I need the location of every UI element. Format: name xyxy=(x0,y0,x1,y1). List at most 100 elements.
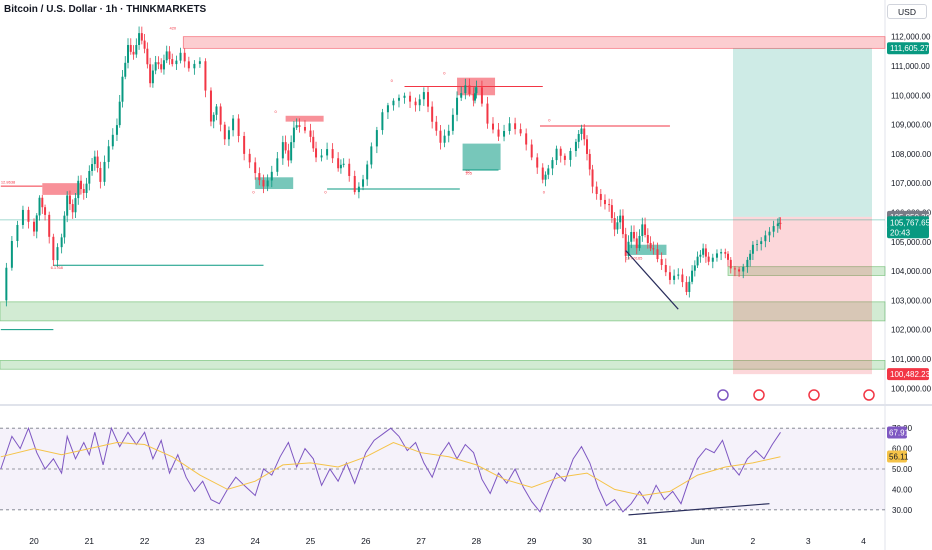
chart-title: Bitcoin / U.S. Dollar · 1h · THINKMARKET… xyxy=(4,4,207,15)
candle-body xyxy=(135,44,138,55)
x-tick-label: 22 xyxy=(140,536,150,546)
candle-body xyxy=(151,70,154,84)
candle-body xyxy=(63,215,66,238)
y-tick-label: 112,000.00 xyxy=(891,33,931,42)
x-tick-label: 28 xyxy=(472,536,482,546)
candle-body xyxy=(212,114,215,122)
candle-body xyxy=(644,224,647,235)
candle-body xyxy=(779,222,782,224)
candle-body xyxy=(337,158,340,169)
candle-body xyxy=(641,224,644,236)
candle-body xyxy=(630,231,633,242)
candle-body xyxy=(204,61,207,91)
candle-body xyxy=(583,128,586,140)
candle-body xyxy=(193,63,196,69)
candle-body xyxy=(348,163,351,176)
candle-body xyxy=(595,186,598,194)
candle-body xyxy=(80,180,83,190)
candle-body xyxy=(362,179,365,187)
candle-body xyxy=(295,125,298,128)
candle-body xyxy=(115,125,118,135)
candle-body xyxy=(486,103,489,124)
x-tick-label: 27 xyxy=(416,536,426,546)
candle-body xyxy=(215,106,218,115)
price-label-text: 20:43 xyxy=(890,228,911,237)
rsi-series-line xyxy=(0,441,781,497)
price-label-bg xyxy=(887,226,929,239)
candle-body xyxy=(138,33,141,45)
candle-body xyxy=(547,168,550,175)
candle-body xyxy=(711,257,714,262)
rsi-value-bg xyxy=(887,426,907,439)
candle-body xyxy=(541,167,544,180)
position-stop-area xyxy=(733,216,872,375)
candle-body xyxy=(749,253,752,260)
candle-body xyxy=(183,52,186,62)
candle-body xyxy=(559,148,562,156)
candle-body xyxy=(303,127,306,131)
candle-body xyxy=(270,171,273,181)
candle-body xyxy=(677,274,680,276)
candle-body xyxy=(660,259,663,266)
small-label: 0 xyxy=(252,189,255,194)
x-tick-label: 3 xyxy=(806,536,811,546)
candle-body xyxy=(551,160,554,169)
candle-body xyxy=(776,223,779,227)
small-label: 0 xyxy=(548,118,551,123)
small-label: 107.0165 xyxy=(626,255,643,260)
candle-body xyxy=(107,146,110,162)
candle-body xyxy=(768,231,771,236)
candle-body xyxy=(772,226,775,232)
candle-body xyxy=(66,195,69,216)
candle-body xyxy=(165,51,168,61)
candle-body xyxy=(707,256,710,262)
candle-body xyxy=(339,164,342,169)
y-tick-label: 109,000.00 xyxy=(891,121,932,130)
candle-body xyxy=(702,248,705,255)
candle-body xyxy=(715,253,718,258)
candle-body xyxy=(586,139,588,154)
candle-body xyxy=(569,150,572,160)
candle-body xyxy=(118,101,121,126)
y-tick-label: 100,000.00 xyxy=(891,384,932,393)
rsi-value-text: 67.91 xyxy=(889,428,910,437)
candle-body xyxy=(577,133,580,142)
candle-body xyxy=(381,112,384,131)
candle-body xyxy=(475,87,478,94)
candle-body xyxy=(508,123,511,131)
x-tick-label: 4 xyxy=(861,536,866,546)
small-label: 0 xyxy=(324,189,327,194)
candle-body xyxy=(733,268,736,270)
order-block xyxy=(462,143,501,170)
candle-body xyxy=(514,123,517,130)
candle-body xyxy=(724,252,727,254)
event-icon xyxy=(863,389,875,401)
candle-body xyxy=(111,134,114,147)
candle-body xyxy=(237,118,240,137)
candle-body xyxy=(149,64,152,84)
candle-body xyxy=(287,150,290,161)
candle-body xyxy=(397,97,400,101)
candle-body xyxy=(646,234,649,244)
candle-body xyxy=(464,85,467,94)
candle-body xyxy=(68,195,71,205)
candle-body xyxy=(427,92,430,107)
x-tick-label: 23 xyxy=(195,536,205,546)
candle-body xyxy=(497,129,500,137)
small-label: 0 xyxy=(391,78,394,83)
y-tick-label: 105,000.00 xyxy=(891,238,932,247)
candle-body xyxy=(472,93,475,101)
candle-body xyxy=(103,161,106,182)
currency-button[interactable]: USD xyxy=(887,4,927,19)
candle-body xyxy=(127,44,130,63)
rsi-ma-bg xyxy=(887,450,907,463)
candle-body xyxy=(760,241,763,245)
zone-rect xyxy=(0,301,886,322)
candle-body xyxy=(77,180,80,199)
candle-body xyxy=(681,274,684,283)
zone-rect xyxy=(727,266,886,276)
candle-body xyxy=(85,183,88,193)
candle-body xyxy=(685,282,688,292)
candle-body xyxy=(219,106,222,125)
